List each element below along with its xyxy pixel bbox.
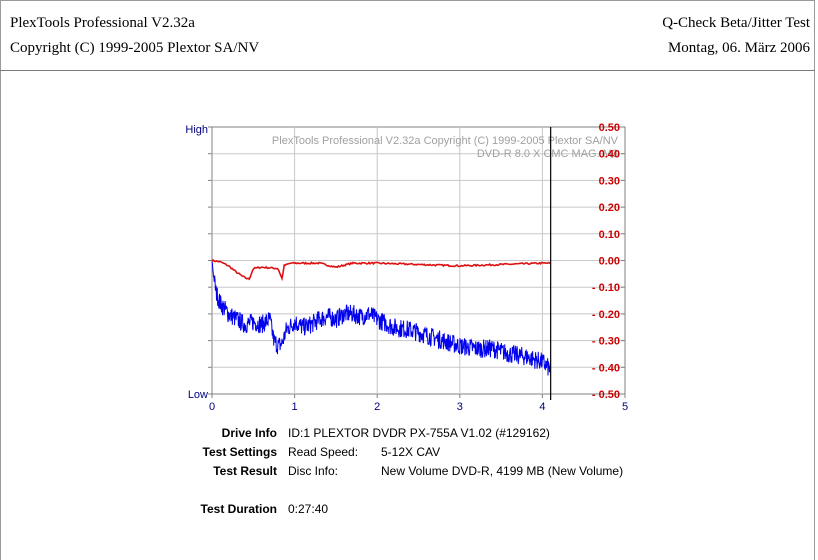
x-tick-label: 3 <box>457 401 463 413</box>
copyright-text: Copyright (C) 1999-2005 Plextor SA/NV <box>10 40 260 56</box>
x-tick-label: 4 <box>539 401 545 413</box>
y-tick-label: 0.30 <box>599 175 620 187</box>
y-tick-label: - 0.40 <box>592 362 620 374</box>
disc-info-label: Disc Info: <box>288 464 339 478</box>
app-title: PlexTools Professional V2.32a <box>10 15 195 31</box>
y-tick-label: - 0.20 <box>592 309 620 321</box>
read-speed-value: 5-12X CAV <box>381 445 441 459</box>
x-tick-label: 0 <box>209 401 215 413</box>
y-axis-ticks-right: 0.50 0.40 0.30 0.20 0.10 0.00 - 0.10 - 0.20 - 0.… <box>592 122 625 401</box>
y-tick-label: - 0.50 <box>592 389 620 401</box>
y-tick-label: 0.00 <box>599 256 620 268</box>
x-axis-ticks: 0 1 2 3 4 5 <box>209 394 628 413</box>
y-tick-label: 0.50 <box>599 122 620 134</box>
x-tick-label: 2 <box>374 401 380 413</box>
y-tick-label: - 0.30 <box>592 336 620 348</box>
y-tick-label: 0.40 <box>599 149 620 161</box>
jitter-series-line <box>211 261 552 376</box>
test-duration-label: Test Duration <box>200 502 277 516</box>
grid-lines <box>208 126 625 395</box>
series-layer <box>211 127 552 400</box>
watermark-line1: PlexTools Professional V2.32a Copyright … <box>272 135 619 147</box>
beta-series-line <box>211 258 551 282</box>
test-duration-value: 0:27:40 <box>288 502 329 516</box>
y-tick-label: 0.10 <box>599 229 620 241</box>
report-date: Montag, 06. März 2006 <box>667 40 810 56</box>
x-tick-label: 1 <box>292 401 298 413</box>
disc-info-value: New Volume DVD-R, 4199 MB (New Volume) <box>381 464 624 478</box>
drive-info-value: ID:1 PLEXTOR DVDR PX-755A V1.02 (#129162… <box>288 426 550 440</box>
y-tick-label: - 0.10 <box>592 282 620 294</box>
jitter-chart: PlexTools Professional V2.32a Copyright … <box>185 122 628 413</box>
x-tick-label: 5 <box>622 401 628 413</box>
test-settings-label: Test Settings <box>202 445 277 459</box>
watermark-line2: DVD-R 8.0 X CMC MAG. M3 <box>477 148 618 160</box>
test-name: Q-Check Beta/Jitter Test <box>662 15 810 31</box>
header-divider <box>0 70 815 71</box>
y-tick-label: 0.20 <box>599 202 620 214</box>
drive-info-label: Drive Info <box>221 426 277 440</box>
y-axis-high-label: High <box>185 124 208 136</box>
y-axis-low-label: Low <box>188 389 208 401</box>
test-result-label: Test Result <box>213 464 277 478</box>
read-speed-label: Read Speed: <box>288 445 359 459</box>
